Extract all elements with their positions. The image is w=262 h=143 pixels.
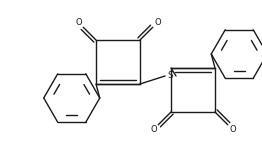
Text: O: O	[154, 18, 161, 27]
Text: S: S	[167, 72, 173, 81]
Text: O: O	[75, 18, 82, 27]
Text: O: O	[229, 125, 236, 134]
Text: O: O	[150, 125, 157, 134]
